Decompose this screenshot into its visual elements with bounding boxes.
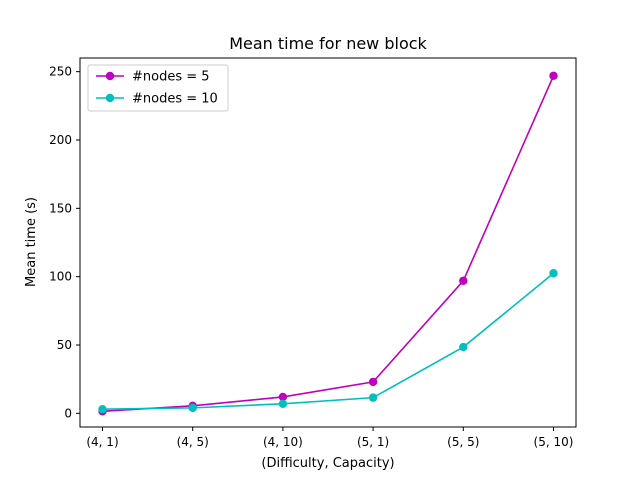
x-axis-label: (Difficulty, Capacity) bbox=[261, 456, 394, 471]
series-line-1 bbox=[102, 75, 555, 413]
x-tick-label: (4, 1) bbox=[86, 435, 118, 449]
y-tick-label: 0 bbox=[64, 406, 72, 420]
plot-frame bbox=[79, 57, 577, 428]
series-layer bbox=[98, 71, 558, 416]
legend-label: #nodes = 10 bbox=[132, 92, 218, 107]
data-point bbox=[549, 71, 558, 80]
y-tick-label: 200 bbox=[49, 133, 72, 147]
x-tick-label: (4, 10) bbox=[263, 435, 303, 449]
legend-marker bbox=[105, 93, 115, 103]
legend-marker bbox=[105, 71, 115, 81]
x-tick-label: (5, 10) bbox=[534, 435, 574, 449]
x-axis: (4, 1) (4, 5) (4, 10) (5, 1) (5, 5) (5, 10) bbox=[86, 427, 573, 449]
x-tick-label: (5, 1) bbox=[357, 435, 389, 449]
data-point bbox=[278, 399, 288, 408]
y-tick-label: 50 bbox=[57, 338, 72, 352]
x-tick-label: (5, 5) bbox=[447, 435, 479, 449]
x-tick-label: (4, 5) bbox=[177, 435, 209, 449]
chart-title: Mean time for new block bbox=[229, 34, 427, 53]
y-tick-label: 250 bbox=[49, 65, 72, 79]
data-point bbox=[459, 342, 468, 352]
data-point bbox=[188, 403, 197, 413]
y-axis-label: Mean time (s) bbox=[24, 197, 39, 287]
data-point bbox=[459, 276, 468, 285]
data-point bbox=[368, 393, 378, 402]
legend-label: #nodes = 5 bbox=[132, 70, 210, 85]
legend: #nodes = 5 #nodes = 10 bbox=[87, 64, 229, 112]
series-line-2 bbox=[102, 272, 555, 411]
y-tick-label: 100 bbox=[49, 270, 72, 284]
data-point bbox=[368, 377, 378, 387]
data-point bbox=[98, 405, 107, 414]
y-tick-label: 150 bbox=[49, 201, 72, 215]
data-point bbox=[278, 392, 288, 402]
data-point bbox=[549, 269, 558, 278]
y-axis: 0 50 100 150 200 250 bbox=[49, 65, 80, 420]
